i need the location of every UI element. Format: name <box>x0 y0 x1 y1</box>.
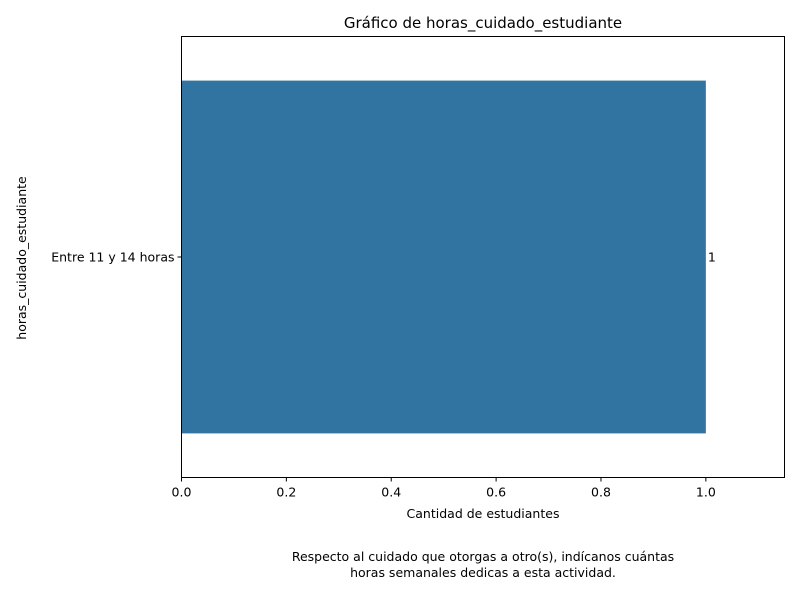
caption-line-1: Respecto al cuidado que otorgas a otro(s… <box>291 549 675 564</box>
chart-caption: Respecto al cuidado que otorgas a otro(s… <box>183 549 783 581</box>
x-tick-label: 0.6 <box>486 485 506 500</box>
x-axis-ticks: 0.0 0.2 0.4 0.6 0.8 1.0 <box>172 477 716 500</box>
x-tick-label: 0.8 <box>591 485 611 500</box>
y-axis-ticks: Entre 11 y 14 horas <box>51 250 182 265</box>
bar <box>181 80 706 434</box>
y-axis-label: horas_cuidado_estudiante <box>14 176 29 340</box>
x-tick-label: 1.0 <box>696 485 716 500</box>
x-tick-label: 0.4 <box>381 485 401 500</box>
plot-area: 1 <box>181 80 716 434</box>
chart-title: Gráfico de horas_cuidado_estudiante <box>344 14 622 33</box>
caption-line-2: horas semanales dedicas a esta actividad… <box>350 565 616 580</box>
x-tick-label: 0.0 <box>172 485 192 500</box>
x-tick-label: 0.2 <box>276 485 296 500</box>
y-tick-label: Entre 11 y 14 horas <box>51 250 174 265</box>
bar-value-label: 1 <box>708 250 716 265</box>
x-axis-label: Cantidad de estudiantes <box>407 506 560 521</box>
